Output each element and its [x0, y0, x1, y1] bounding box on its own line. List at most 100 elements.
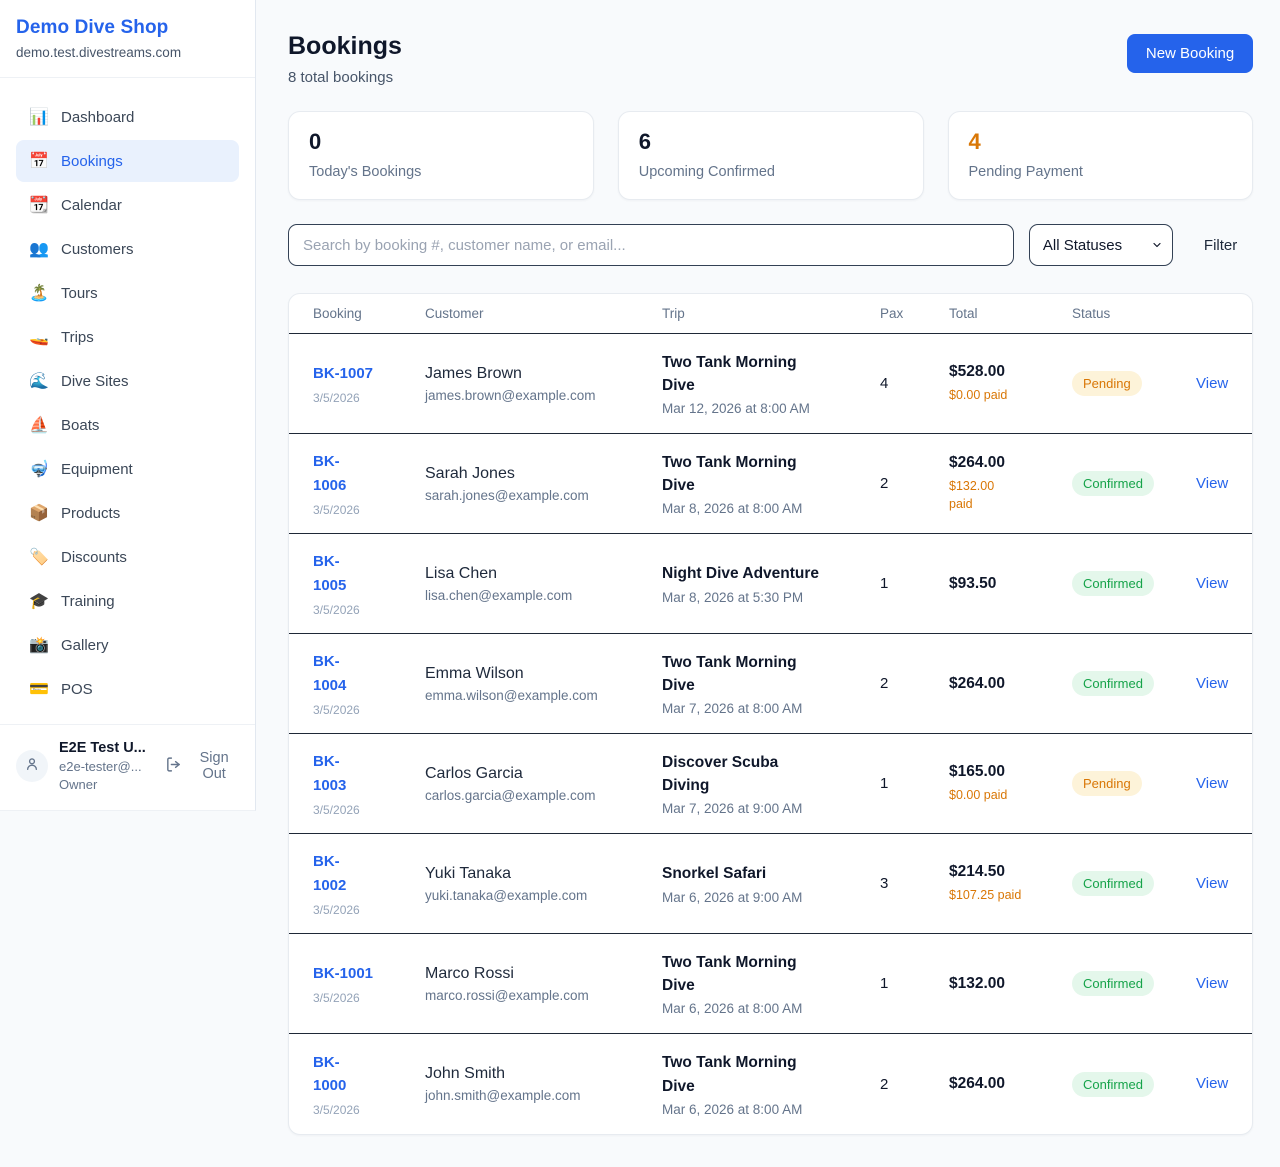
amount-paid: $0.00 paid: [949, 387, 1008, 402]
main-content: Bookings 8 total bookings New Booking 0 …: [256, 0, 1280, 1167]
brand-domain: demo.test.divestreams.com: [16, 45, 182, 60]
booking-link[interactable]: BK- 1004: [313, 653, 347, 694]
sign-out-button[interactable]: Sign Out: [165, 750, 239, 782]
status-badge: Confirmed: [1072, 971, 1154, 996]
booking-date: 3/5/2026: [313, 991, 360, 1006]
user-email: e2e-tester@...: [59, 759, 142, 774]
bookings-table: Booking Customer Trip Pax Total Status B…: [288, 293, 1254, 1135]
sidebar-item-training[interactable]: 🎓 Training: [29, 592, 115, 611]
page-header: Bookings 8 total bookings New Booking: [288, 32, 1254, 86]
booking-date: 3/5/2026: [313, 502, 360, 517]
sidebar-item-dive-sites[interactable]: 🌊 Dive Sites: [29, 372, 129, 391]
view-link[interactable]: View: [1196, 874, 1229, 892]
sidebar-item-equipment[interactable]: 🤿 Equipment: [29, 460, 133, 479]
booking-link[interactable]: BK-1001: [313, 964, 374, 982]
sidebar-item-discounts[interactable]: 🏷️ Discounts: [29, 548, 127, 567]
view-link[interactable]: View: [1196, 574, 1229, 592]
sign-out-icon: [165, 756, 182, 777]
trip-datetime: Mar 12, 2026 at 8:00 AM: [662, 401, 810, 417]
stat-label: Today's Bookings: [309, 164, 422, 180]
new-booking-button[interactable]: New Booking: [1126, 34, 1254, 73]
user-footer: E2E Test U... e2e-tester@... Owner Sign …: [0, 724, 255, 810]
customer-email: sarah.jones@example.com: [425, 487, 589, 503]
view-link[interactable]: View: [1196, 774, 1229, 792]
credit-card-icon: 💳: [29, 681, 49, 698]
column-header-status: Status: [1072, 306, 1111, 321]
sidebar: Demo Dive Shop demo.test.divestreams.com…: [0, 0, 256, 811]
table-row: BK- 1000 3/5/2026 John Smith john.smith@…: [289, 1034, 1252, 1134]
booking-date: 3/5/2026: [313, 902, 360, 917]
user-meta: E2E Test U... e2e-tester@... Owner: [59, 740, 154, 792]
customer-name: Marco Rossi: [425, 964, 514, 982]
pax-count: 4: [880, 375, 889, 392]
booking-link[interactable]: BK-1007: [313, 364, 374, 382]
column-header-trip: Trip: [662, 306, 685, 321]
status-badge: Confirmed: [1072, 671, 1154, 696]
pax-count: 3: [880, 875, 889, 892]
booking-link[interactable]: BK- 1003: [313, 753, 347, 794]
pax-count: 2: [880, 675, 889, 692]
stat-label: Pending Payment: [968, 164, 1083, 180]
trip-datetime: Mar 6, 2026 at 8:00 AM: [662, 1001, 803, 1017]
stat-card-pending-payment: 4 Pending Payment: [947, 111, 1254, 200]
customer-email: emma.wilson@example.com: [425, 687, 598, 703]
trip-name: Two Tank Morning Dive: [662, 953, 797, 994]
total-amount: $165.00: [949, 762, 1006, 780]
table-row: BK-1007 3/5/2026 James Brown james.brown…: [289, 334, 1253, 434]
sidebar-item-trips[interactable]: 🚤 Trips: [29, 328, 94, 347]
column-header-total: Total: [949, 306, 978, 321]
brand-name[interactable]: Demo Dive Shop: [16, 17, 169, 38]
status-select[interactable]: All Statuses: [1028, 224, 1173, 266]
booking-link[interactable]: BK- 1006: [313, 453, 347, 494]
diving-mask-icon: 🤿: [29, 461, 49, 478]
view-link[interactable]: View: [1196, 374, 1229, 392]
user-role: Owner: [59, 777, 98, 792]
total-amount: $264.00: [949, 453, 1006, 471]
booking-link[interactable]: BK- 1005: [313, 553, 347, 594]
view-link[interactable]: View: [1196, 474, 1229, 492]
sidebar-item-pos[interactable]: 💳 POS: [29, 680, 93, 699]
search-input[interactable]: [288, 224, 1014, 266]
booking-link[interactable]: BK- 1000: [313, 1053, 347, 1094]
sidebar-item-boats[interactable]: ⛵ Boats: [29, 416, 100, 435]
view-link[interactable]: View: [1196, 1075, 1229, 1092]
customer-name: Emma Wilson: [425, 664, 524, 682]
total-amount: $132.00: [949, 974, 1006, 992]
filter-row: All Statuses Filter: [288, 224, 1253, 266]
trip-name: Night Dive Adventure: [662, 565, 820, 583]
stat-card-todays-bookings: 0 Today's Bookings: [288, 111, 594, 200]
label-tag-icon: 🏷️: [29, 549, 49, 566]
customer-email: lisa.chen@example.com: [425, 587, 573, 603]
customer-email: james.brown@example.com: [425, 387, 596, 403]
sidebar-item-calendar[interactable]: 📆 Calendar: [29, 196, 122, 215]
customer-name: James Brown: [425, 364, 522, 382]
bar-chart-icon: 📊: [29, 109, 49, 126]
trip-datetime: Mar 8, 2026 at 8:00 AM: [662, 501, 803, 517]
table-row: BK-1001 3/5/2026 Marco Rossi marco.rossi…: [289, 934, 1253, 1034]
customer-name: John Smith: [425, 1065, 506, 1082]
pax-count: 1: [880, 775, 889, 792]
sidebar-item-tours[interactable]: 🏝️ Tours: [29, 284, 98, 303]
booking-link[interactable]: BK- 1002: [313, 853, 347, 894]
customer-email: yuki.tanaka@example.com: [425, 887, 588, 903]
sidebar-item-customers[interactable]: 👥 Customers: [29, 240, 134, 259]
page-title: Bookings: [288, 32, 402, 60]
status-select-wrap: All Statuses: [1028, 224, 1173, 266]
total-amount: $214.50: [949, 862, 1006, 880]
trip-datetime: Mar 7, 2026 at 9:00 AM: [662, 801, 803, 817]
avatar: [16, 750, 48, 782]
booking-date: 3/5/2026: [313, 602, 360, 617]
customer-name: Lisa Chen: [425, 564, 498, 582]
users-icon: 👥: [29, 241, 49, 258]
view-link[interactable]: View: [1196, 974, 1229, 992]
sidebar-item-products[interactable]: 📦 Products: [29, 504, 121, 523]
sidebar-item-gallery[interactable]: 📸 Gallery: [29, 636, 109, 655]
status-badge: Confirmed: [1072, 871, 1154, 896]
customer-name: Yuki Tanaka: [425, 864, 511, 882]
sidebar-item-dashboard[interactable]: 📊 Dashboard: [29, 108, 135, 127]
page-title-block: Bookings 8 total bookings: [288, 32, 402, 86]
sidebar-item-bookings[interactable]: 📅 Bookings: [16, 140, 239, 182]
sailboat-icon: ⛵: [29, 417, 49, 434]
filter-button[interactable]: Filter: [1188, 237, 1253, 254]
view-link[interactable]: View: [1196, 674, 1229, 692]
